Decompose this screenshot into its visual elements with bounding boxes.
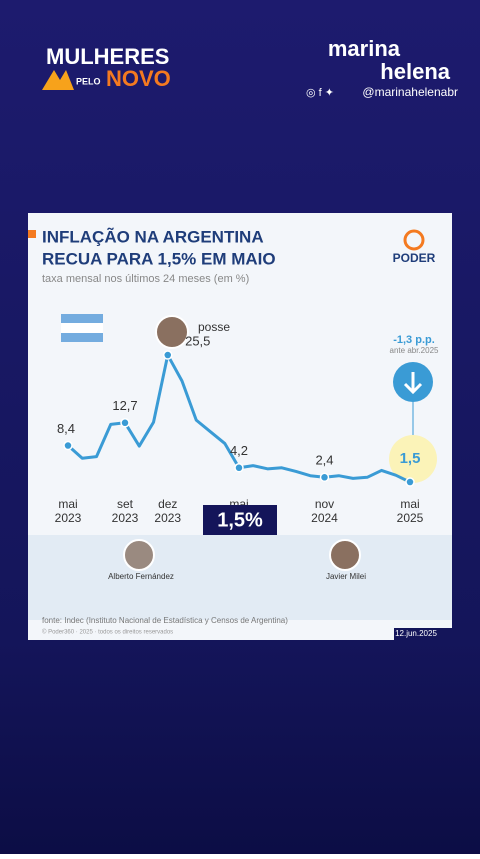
data-label: 4,2 <box>230 443 248 458</box>
data-label: 25,5 <box>185 333 210 348</box>
x-tick-label: 2024 <box>311 511 338 525</box>
down-arrow <box>403 372 423 395</box>
data-label: 1,5 <box>400 450 421 467</box>
chart-subtitle: taxa mensal nos últimos 24 meses (em %) <box>42 273 249 285</box>
portrait <box>329 539 361 571</box>
brand: NOVO <box>106 66 171 91</box>
accent <box>28 230 36 238</box>
data-label: 2,4 <box>315 453 333 468</box>
copyright: © Poder360 · 2025 · todos os direitos re… <box>42 629 173 636</box>
logo: PODER <box>393 251 436 265</box>
x-tick-label: mai <box>58 497 77 511</box>
data-label: 8,4 <box>57 421 75 436</box>
brand: PELO <box>76 76 101 86</box>
person: Javier Milei <box>326 572 366 581</box>
x-tick-label: nov <box>315 497 334 511</box>
chart-title: RECUA PARA 1,5% EM MAIO <box>42 249 276 268</box>
point <box>319 472 330 483</box>
annotation: posse <box>198 320 230 334</box>
x-tick-label: 2025 <box>397 511 424 525</box>
highlight-box <box>203 505 277 535</box>
point <box>63 440 73 451</box>
x-tick-label: 2023 <box>55 511 82 525</box>
highlight-circle <box>389 435 437 483</box>
social-icons: ◎ f ✦ <box>306 87 334 99</box>
highlight: 1,5% <box>217 509 263 531</box>
data-label: 12,7 <box>112 398 137 413</box>
x-tick-label: 2023 <box>154 511 181 525</box>
flag <box>61 323 103 333</box>
person: Alberto Fernández <box>108 572 174 581</box>
portrait <box>155 315 189 349</box>
x-tick-label: set <box>117 497 134 511</box>
point <box>405 477 415 487</box>
brand-icon <box>42 70 74 90</box>
author: marina <box>328 36 401 61</box>
source: fonte: Indec (Instituto Nacional de Esta… <box>42 616 288 625</box>
date: 12.jun.2025 <box>395 629 437 638</box>
point <box>120 418 130 428</box>
plot: 8,412,725,54,22,4 1,5mai2023set2023dez202… <box>55 333 424 525</box>
portrait <box>123 539 155 571</box>
date-box <box>394 628 452 640</box>
annotation: -1,3 p.p. <box>393 334 435 346</box>
point <box>163 350 173 360</box>
x-tick-label: dez <box>158 497 177 511</box>
annotation: ante abr.2025 <box>390 346 439 355</box>
x-tick-label: 2023 <box>112 511 139 525</box>
card-band <box>28 535 452 620</box>
point <box>234 463 244 473</box>
x-tick-label: mai <box>400 497 419 511</box>
brand: MULHERES <box>46 44 169 69</box>
chart-title: INFLAÇÃO NA ARGENTINA <box>42 226 264 246</box>
author: helena <box>380 59 450 84</box>
handle: @marinahelenabr <box>362 85 458 99</box>
logo-icon <box>403 229 425 251</box>
